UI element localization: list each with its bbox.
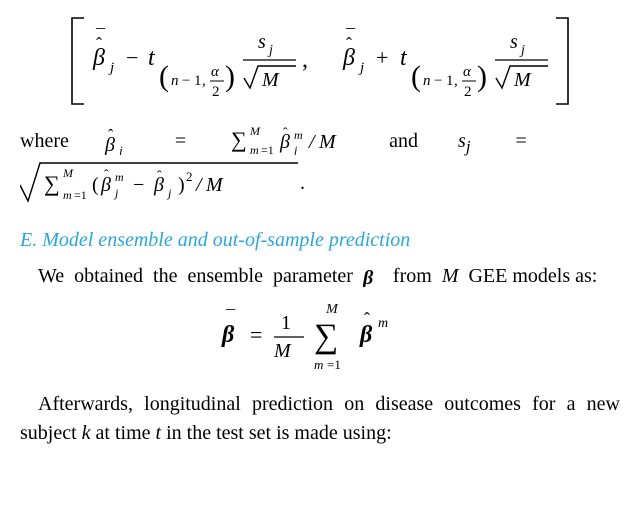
- svg-text:−: −: [182, 73, 190, 89]
- svg-text:(: (: [411, 60, 421, 93]
- afterwards-text-2: at time: [91, 422, 156, 444]
- inline-sj: sj: [458, 130, 470, 152]
- svg-text:m: m: [294, 128, 303, 142]
- svg-text:M: M: [318, 131, 337, 153]
- svg-text:α: α: [211, 64, 220, 80]
- inline-sum-mean: ∑ M m =1 ˆ β m j / M: [231, 125, 349, 155]
- svg-text:j: j: [108, 60, 114, 76]
- svg-text:∑: ∑: [314, 318, 338, 355]
- svg-text:m: m: [314, 357, 323, 372]
- svg-text:j: j: [519, 43, 525, 58]
- svg-text:j: j: [358, 60, 364, 76]
- and-word: and: [384, 130, 423, 152]
- paragraph-where: where ¯ ˆ β j = ∑ M m =1 ˆ β m j / M and…: [20, 125, 620, 205]
- svg-text:β: β: [359, 322, 373, 348]
- svg-text:−: −: [126, 45, 138, 70]
- svg-text:2: 2: [212, 84, 220, 100]
- svg-text:(: (: [159, 60, 169, 93]
- svg-text:,: ,: [302, 47, 308, 73]
- equation-ensemble: ¯ β = 1 M M ∑ m =1 ˆ β m: [20, 297, 620, 380]
- svg-text:β: β: [279, 131, 290, 153]
- svg-text:2: 2: [186, 169, 193, 184]
- svg-text:m: m: [115, 170, 124, 184]
- equation-ci-svg: ¯ ˆ β j − t ( n − 1 , α 2 ) s j M: [60, 12, 580, 110]
- svg-text:M: M: [261, 69, 280, 91]
- svg-text:s: s: [258, 31, 266, 53]
- svg-text:s: s: [510, 31, 518, 53]
- svg-text:): ): [225, 60, 235, 93]
- svg-text:β: β: [363, 267, 374, 287]
- svg-text:β: β: [104, 134, 115, 155]
- svg-text:∑: ∑: [231, 127, 247, 152]
- inline-beta-bar-hat-1: ¯ ˆ β j: [104, 125, 130, 155]
- svg-text:M: M: [273, 340, 292, 362]
- svg-text:=1: =1: [261, 143, 274, 155]
- svg-text:M: M: [62, 166, 74, 180]
- svg-text:): ): [477, 60, 487, 93]
- svg-text:,: ,: [454, 73, 458, 89]
- svg-text:j: j: [113, 186, 119, 200]
- section-heading-e: E. Model ensemble and out-of-sample pred…: [20, 229, 620, 252]
- equation-confidence-interval: ¯ ˆ β j − t ( n − 1 , α 2 ) s j M: [20, 12, 620, 115]
- inline-beta-bar-bold: ¯ β: [363, 263, 383, 287]
- where-period: .: [300, 172, 305, 194]
- svg-text:m: m: [250, 143, 259, 155]
- inline-M-1: M: [442, 265, 459, 287]
- afterwards-text-3: in the test set is made using:: [161, 422, 392, 444]
- svg-text:+: +: [376, 45, 388, 70]
- paragraph-afterwards: Afterwards, longitudinal prediction on d…: [20, 390, 620, 448]
- svg-text:/: /: [308, 131, 317, 153]
- svg-text:,: ,: [202, 73, 206, 89]
- svg-text:M: M: [513, 69, 532, 91]
- svg-text:−: −: [133, 174, 144, 196]
- svg-text:t: t: [400, 45, 408, 71]
- svg-text:M: M: [249, 125, 261, 138]
- svg-text:=: =: [250, 322, 262, 347]
- svg-text:α: α: [463, 64, 472, 80]
- page-content: ¯ ˆ β j − t ( n − 1 , α 2 ) s j M: [0, 0, 640, 466]
- svg-text:−: −: [434, 73, 442, 89]
- svg-text:β: β: [221, 322, 235, 348]
- svg-text:n: n: [171, 73, 179, 89]
- svg-text:): ): [178, 174, 185, 196]
- svg-text:n: n: [423, 73, 431, 89]
- inline-k: k: [82, 422, 91, 444]
- svg-text:m: m: [63, 188, 72, 202]
- svg-text:t: t: [148, 45, 156, 71]
- svg-text:=1: =1: [74, 188, 87, 202]
- equation-ensemble-svg: ¯ β = 1 M M ∑ m =1 ˆ β m: [220, 297, 420, 375]
- svg-text:/: /: [195, 174, 204, 196]
- svg-text:β: β: [342, 45, 355, 71]
- svg-text:j: j: [267, 43, 273, 58]
- svg-text:∑: ∑: [44, 171, 60, 196]
- svg-text:j: j: [117, 143, 123, 155]
- svg-text:β: β: [92, 45, 105, 71]
- svg-text:1: 1: [281, 312, 291, 334]
- svg-text:j: j: [292, 143, 298, 155]
- inline-sj-def-sqrt: ∑ M m =1 ( ˆ β m j − ¯ ˆ β j ) 2 / M: [20, 159, 300, 205]
- svg-text:(: (: [92, 174, 99, 196]
- svg-text:m: m: [378, 316, 388, 331]
- svg-text:M: M: [205, 174, 224, 196]
- svg-text:2: 2: [464, 84, 472, 100]
- where-word: where: [20, 130, 74, 152]
- svg-text:j: j: [166, 186, 172, 200]
- svg-text:β: β: [153, 174, 164, 196]
- svg-text:=1: =1: [327, 357, 341, 372]
- paragraph-ensemble-intro: We obtained the ensemble parameter ¯ β f…: [20, 262, 620, 291]
- svg-text:M: M: [325, 302, 339, 317]
- svg-text:β: β: [100, 174, 111, 196]
- svg-text:1: 1: [194, 73, 202, 89]
- svg-text:1: 1: [446, 73, 454, 89]
